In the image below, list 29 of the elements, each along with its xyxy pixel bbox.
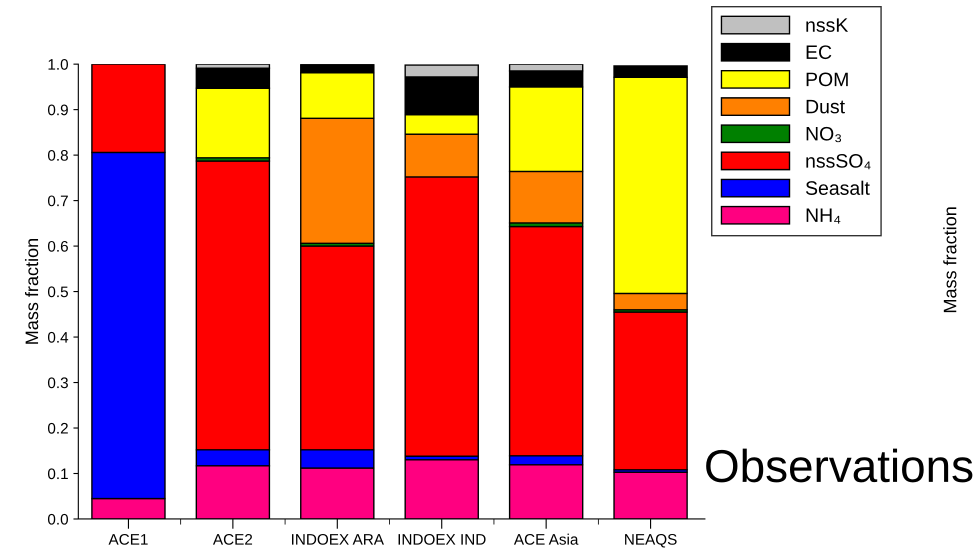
legend-label: EC: [806, 45, 832, 60]
bar: [613, 311, 688, 471]
text: Mass fraction: [943, 207, 956, 312]
y-tick-label: 0.5: [48, 286, 68, 298]
y-tick-label: 0.1: [48, 468, 68, 480]
x-tick-label: ACE1: [108, 534, 148, 545]
legend-label: nssSO₄: [806, 154, 871, 170]
y-axis-title: Mass fraction: [24, 239, 38, 344]
legend-label: Dust: [806, 100, 845, 114]
y-tick-label: 0.9: [48, 104, 68, 116]
legend-label: POM: [806, 72, 848, 86]
x-tick-label: INDOEX ARA: [292, 534, 384, 545]
y-tick-label: 0.6: [48, 240, 68, 252]
y-tick-label: 0.3: [48, 377, 68, 388]
x-tick-label: NEAQS: [625, 534, 677, 548]
y-tick-label: 0.7: [48, 195, 68, 206]
y-tick-label: 0.2: [48, 422, 68, 434]
legend-label: Seasalt: [806, 180, 870, 195]
legend-label: NO₃: [806, 126, 842, 142]
x-tick-label: INDOEX IND: [398, 534, 486, 545]
text: Observations: [706, 448, 972, 482]
legend-label: nssK: [806, 18, 848, 32]
y-tick-label: 0.0: [48, 514, 68, 525]
y-tick-label: 0.4: [48, 332, 68, 343]
x-tick-label: ACE2: [212, 534, 252, 545]
y-tick-label: 0.8: [48, 150, 68, 161]
x-tick-label: ACE Asia: [514, 534, 578, 545]
y-tick-label: 1.0: [48, 59, 68, 70]
legend-label: NH₄: [806, 208, 840, 224]
